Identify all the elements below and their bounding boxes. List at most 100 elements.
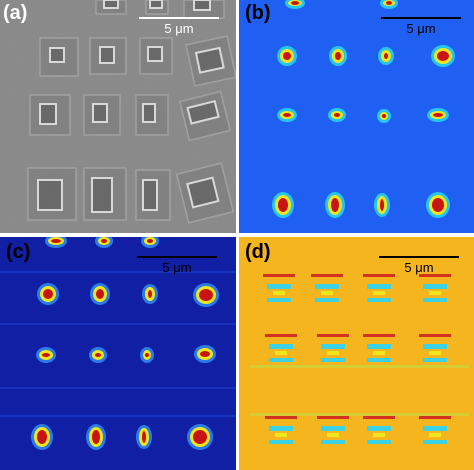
map-b <box>239 0 474 233</box>
map-spot-core <box>437 51 449 61</box>
map-d-stripe <box>423 440 447 444</box>
sem-mesa-array <box>0 0 236 233</box>
map-spot-core <box>283 52 291 60</box>
map-d-mid <box>327 351 339 355</box>
map-spot-core <box>283 113 291 117</box>
map-d-stripe <box>423 426 447 431</box>
panel-c-scale-bar <box>137 256 217 258</box>
map-spot-core <box>43 289 53 299</box>
map-d-mid <box>429 291 441 295</box>
map-d-edge <box>363 274 395 277</box>
map-d-stripe <box>315 298 339 302</box>
map-d-stripe <box>367 426 391 431</box>
map-spot-core <box>384 53 388 59</box>
map-spot-core <box>199 289 213 301</box>
map-spot-core <box>95 353 101 357</box>
map-d-stripe <box>321 358 345 362</box>
map-d-mid <box>373 433 385 437</box>
map-d-stripe <box>423 284 447 289</box>
map-d-mid <box>273 291 285 295</box>
map-spot-core <box>101 239 107 243</box>
map-d-edge <box>263 274 295 277</box>
panel-c-label: (c) <box>6 241 31 263</box>
map-spot-core <box>147 239 153 243</box>
map-spot-core <box>335 52 341 60</box>
map-d-stripe <box>321 440 345 444</box>
map-spot-core <box>145 353 149 357</box>
map-spot-core <box>380 199 384 211</box>
map-d-mid <box>321 291 333 295</box>
map-spot-core <box>51 239 61 243</box>
map-spot-core <box>382 114 386 118</box>
map-d-mid <box>373 351 385 355</box>
map-d-edge <box>265 416 297 419</box>
map-spot-core <box>96 289 104 299</box>
map-d-edge <box>363 416 395 419</box>
map-d-stripe <box>315 284 339 289</box>
map-d-stripe <box>269 358 293 362</box>
map-d-stripe <box>423 344 447 349</box>
map-d-edge <box>265 334 297 337</box>
map-spot-core <box>432 198 444 212</box>
panel-c-intensity-map: (c) 5 μm <box>0 237 236 470</box>
map-d-edge <box>419 416 451 419</box>
map-d-stripe <box>367 358 391 362</box>
panel-a-scale-bar <box>139 17 219 19</box>
map-d-mid <box>429 433 441 437</box>
panel-d-scale-text: 5 μm <box>404 260 434 275</box>
panel-d-scale-bar <box>379 256 459 258</box>
map-d-mid <box>373 291 385 295</box>
map-d-stripe <box>269 426 293 431</box>
map-d-stripe <box>267 284 291 289</box>
map-d-edge <box>419 274 451 277</box>
map-d-band <box>249 413 469 416</box>
panel-d-label: (d) <box>245 241 271 263</box>
map-c-row-line <box>0 271 236 273</box>
map-d-mid <box>429 351 441 355</box>
map-spot-core <box>278 198 288 212</box>
map-spot-core <box>92 430 100 444</box>
sem-noise-overlay <box>0 0 236 233</box>
panel-a-sem-image: (a) 5 μm <box>0 0 236 233</box>
map-d-stripe <box>367 284 391 289</box>
panel-d-map: (d) 5 μm <box>239 237 474 470</box>
map-spot-core <box>331 198 339 212</box>
map-d-edge <box>419 334 451 337</box>
map-c-row-line <box>0 387 236 389</box>
map-spot-core <box>433 113 443 117</box>
map-spot-core <box>142 431 146 443</box>
map-spot-core <box>193 430 207 444</box>
map-spot-core <box>37 430 47 444</box>
map-d-stripe <box>269 440 293 444</box>
panel-c-scale-text: 5 μm <box>162 260 192 275</box>
map-d-edge <box>317 334 349 337</box>
map-d-edge <box>311 274 343 277</box>
panel-a-label: (a) <box>3 2 28 24</box>
map-spot-core <box>42 353 50 357</box>
map-spot-core <box>291 1 299 5</box>
panel-b-label: (b) <box>245 2 271 24</box>
map-d-edge <box>363 334 395 337</box>
map-d-mid <box>275 433 287 437</box>
map-c-row-line <box>0 323 236 325</box>
map-d-edge <box>317 416 349 419</box>
map-spot-core <box>200 351 210 357</box>
map-d-stripe <box>321 344 345 349</box>
map-d-mid <box>327 433 339 437</box>
panel-b-scale-bar <box>381 17 461 19</box>
map-spot-core <box>386 1 392 5</box>
map-d-mid <box>275 351 287 355</box>
panel-b-scale-text: 5 μm <box>406 21 436 36</box>
map-spot-core <box>148 290 152 298</box>
panel-b-intensity-map: (b) 5 μm <box>239 0 474 233</box>
map-d-stripe <box>269 344 293 349</box>
map-d-stripe <box>423 298 447 302</box>
map-d-stripe <box>367 298 391 302</box>
panel-a-scale-text: 5 μm <box>164 21 194 36</box>
map-d-band <box>249 365 469 368</box>
map-d-stripe <box>321 426 345 431</box>
map-c <box>0 237 236 470</box>
map-d-stripe <box>423 358 447 362</box>
map-d <box>239 237 474 470</box>
map-d-stripe <box>367 440 391 444</box>
